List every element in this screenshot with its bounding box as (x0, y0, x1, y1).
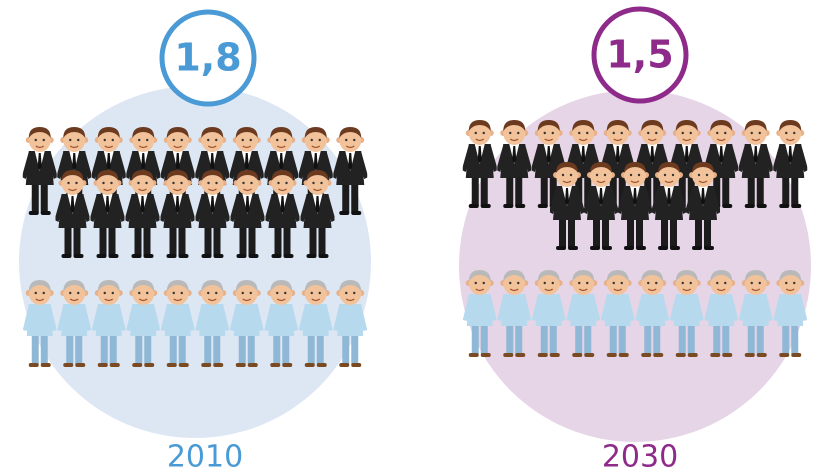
ratio-label: 1,8 (174, 36, 241, 80)
year-label: 2030 (602, 440, 678, 474)
year-label: 2010 (167, 440, 243, 474)
infographic: 1,8 2010 1,5 2030 (0, 0, 814, 474)
page: {"panels": [ {"ratio": "1,8", "year": "2… (0, 0, 814, 474)
ratio-label: 1,5 (606, 33, 673, 77)
